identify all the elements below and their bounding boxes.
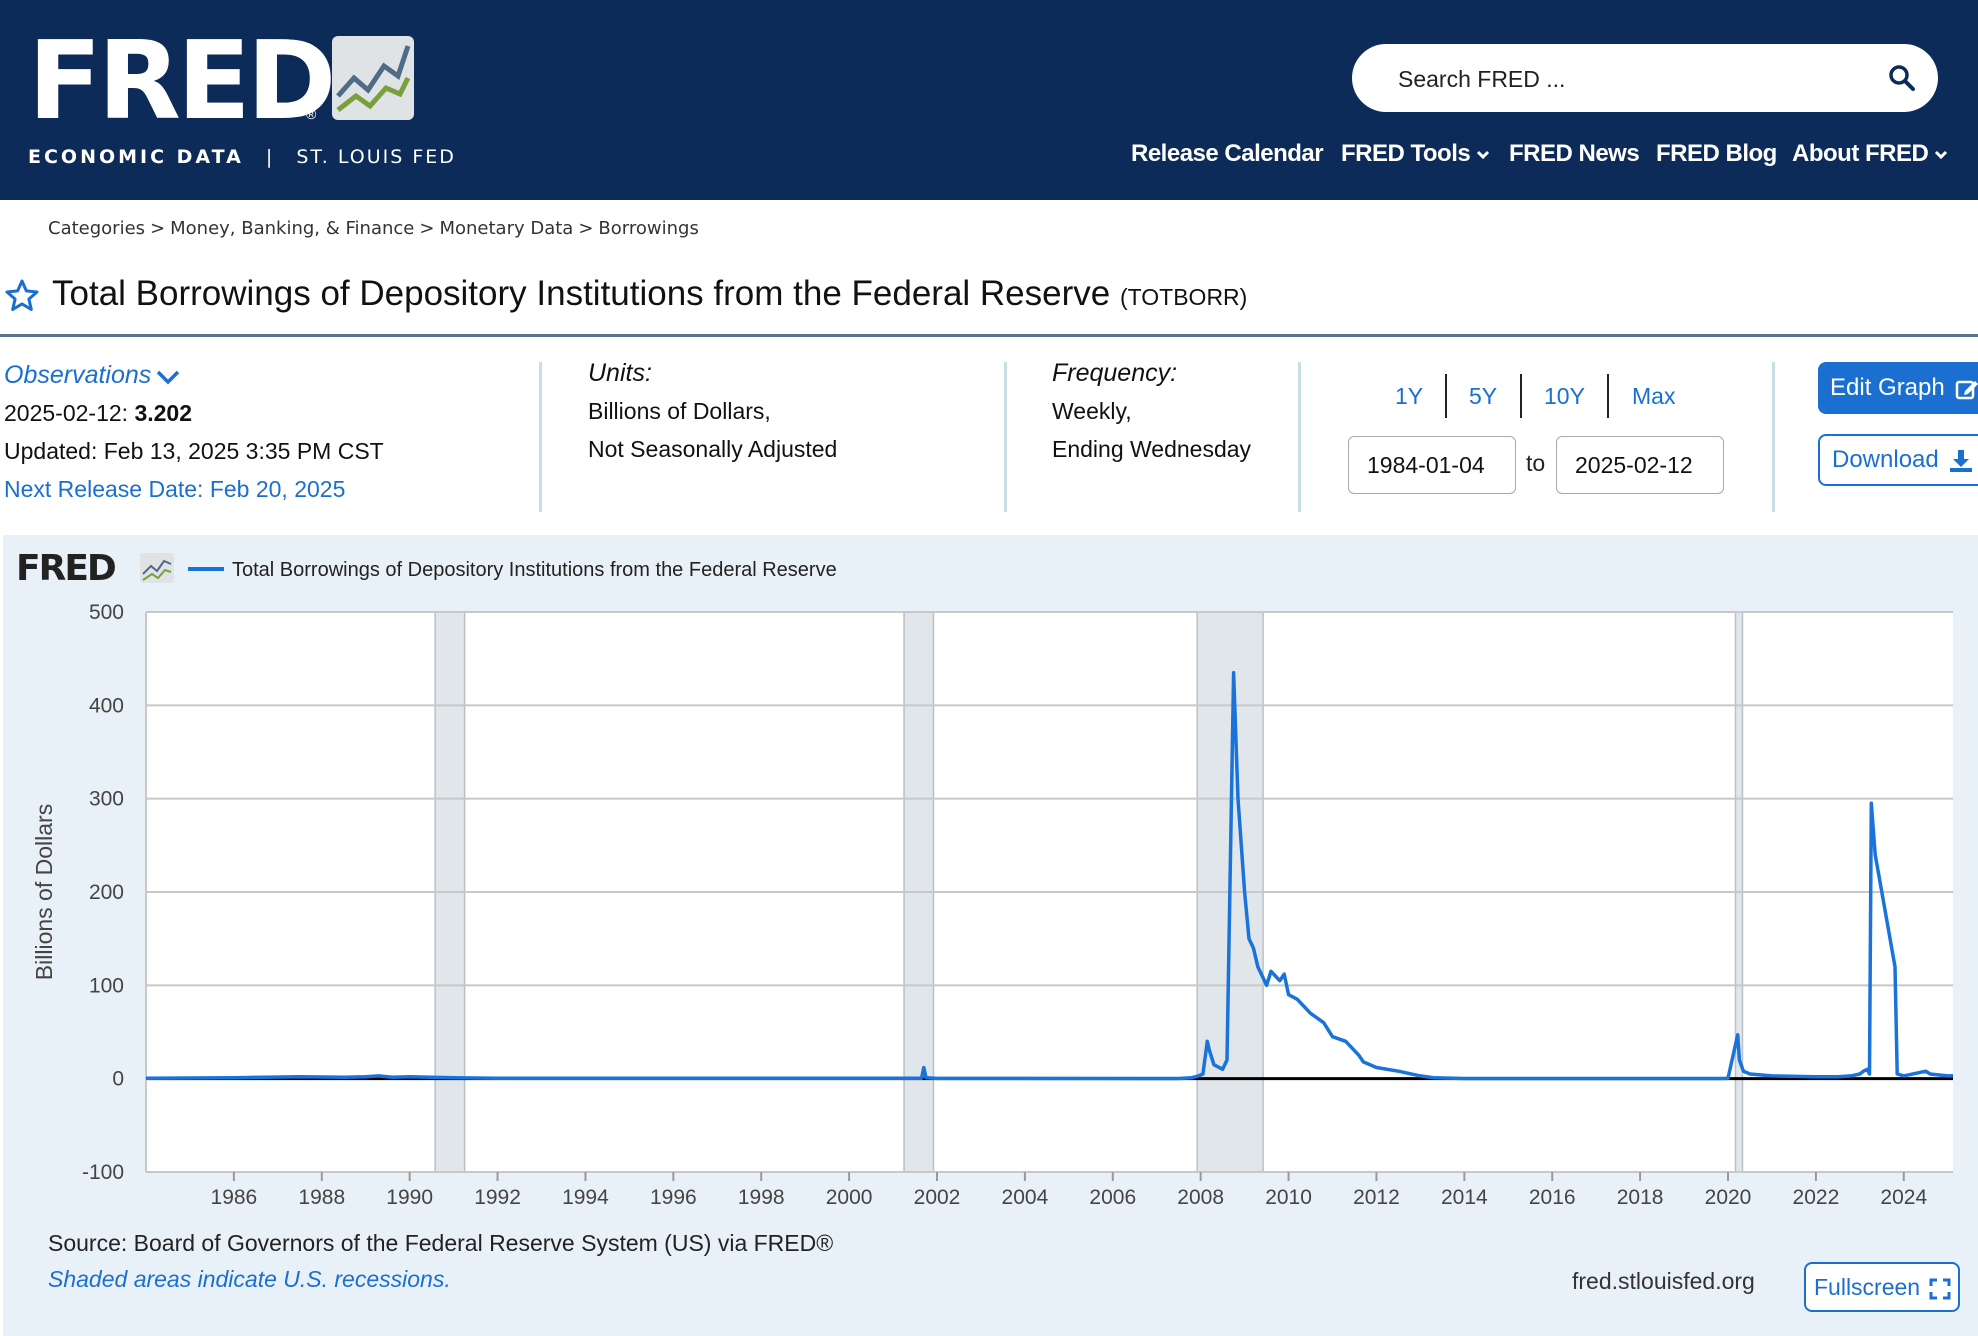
observations-label: Observations bbox=[4, 361, 152, 389]
chevron-down-icon bbox=[1477, 150, 1490, 159]
frequency-line2: Ending Wednesday bbox=[1052, 436, 1252, 462]
observations-panel: Observations 2025-02-12: 3.202 Updated: … bbox=[4, 356, 384, 508]
breadcrumb-separator: > bbox=[578, 218, 594, 239]
fullscreen-label: Fullscreen bbox=[1814, 1274, 1921, 1300]
title-divider bbox=[0, 334, 1978, 337]
fullscreen-button[interactable]: Fullscreen bbox=[1804, 1262, 1960, 1312]
favorite-star-icon[interactable] bbox=[4, 278, 40, 314]
logo-sub-divider: | bbox=[265, 146, 275, 168]
range-divider bbox=[1445, 374, 1447, 418]
nav-about-fred-label: About FRED bbox=[1792, 140, 1929, 167]
download-label: Download bbox=[1832, 446, 1939, 473]
fullscreen-icon bbox=[1929, 1278, 1950, 1300]
edit-icon bbox=[1956, 380, 1978, 399]
site-header: FRED ® ECONOMIC DATA | ST. LOUIS FED Rel… bbox=[0, 0, 1978, 200]
nav-fred-blog[interactable]: FRED Blog bbox=[1656, 140, 1777, 167]
breadcrumb-item-borrowings[interactable]: Borrowings bbox=[598, 218, 699, 239]
meta-divider bbox=[1772, 362, 1775, 512]
search-input[interactable] bbox=[1396, 58, 1860, 100]
source-note: Source: Board of Governors of the Federa… bbox=[48, 1230, 834, 1256]
logo-subtitle: ECONOMIC DATA | ST. LOUIS FED bbox=[28, 146, 456, 168]
date-to-label: to bbox=[1526, 450, 1546, 476]
chart-panel bbox=[3, 535, 1978, 1336]
latest-date: 2025-02-12: bbox=[4, 400, 129, 426]
meta-divider bbox=[1298, 362, 1301, 512]
breadcrumb-item-money-banking[interactable]: Money, Banking, & Finance bbox=[170, 218, 415, 239]
nav-release-calendar[interactable]: Release Calendar bbox=[1131, 140, 1324, 167]
range-divider bbox=[1607, 374, 1609, 418]
start-date-input[interactable] bbox=[1348, 436, 1516, 494]
page-title: Total Borrowings of Depository Instituti… bbox=[52, 274, 1247, 314]
recession-note: Shaded areas indicate U.S. recessions. bbox=[48, 1266, 451, 1292]
frequency-line1: Weekly, bbox=[1052, 398, 1132, 424]
frequency-label: Frequency: bbox=[1052, 359, 1178, 387]
units-line2: Not Seasonally Adjusted bbox=[588, 436, 838, 462]
breadcrumb: Categories > Money, Banking, & Finance > Mon… bbox=[48, 218, 699, 239]
search-box bbox=[1352, 44, 1938, 112]
breadcrumb-item-monetary-data[interactable]: Monetary Data bbox=[439, 218, 574, 239]
series-title: Total Borrowings of Depository Instituti… bbox=[52, 274, 1111, 313]
next-release-link[interactable]: Next Release Date: Feb 20, 2025 bbox=[4, 476, 346, 502]
search-icon[interactable] bbox=[1888, 64, 1916, 92]
breadcrumb-separator: > bbox=[150, 218, 166, 239]
chevron-down-icon bbox=[1935, 150, 1948, 159]
range-max-button[interactable]: Max bbox=[1632, 383, 1676, 409]
nav-fred-news[interactable]: FRED News bbox=[1509, 140, 1640, 167]
range-5y-button[interactable]: 5Y bbox=[1469, 383, 1498, 409]
latest-observation: 2025-02-12: 3.202 bbox=[4, 394, 384, 432]
download-icon bbox=[1950, 449, 1973, 472]
registered-mark: ® bbox=[306, 106, 317, 122]
site-url: fred.stlouisfed.org bbox=[1572, 1268, 1755, 1294]
chevron-down-icon bbox=[157, 370, 180, 385]
nav-fred-tools-label: FRED Tools bbox=[1341, 140, 1471, 167]
range-divider bbox=[1520, 374, 1522, 418]
latest-value: 3.202 bbox=[134, 400, 192, 426]
logo-graph-icon bbox=[332, 36, 414, 120]
end-date-input[interactable] bbox=[1556, 436, 1724, 494]
edit-graph-button[interactable]: Edit Graph bbox=[1818, 362, 1978, 414]
edit-graph-label: Edit Graph bbox=[1830, 374, 1945, 401]
units-line1: Billions of Dollars, bbox=[588, 398, 771, 424]
logo-sub-bold: ECONOMIC DATA bbox=[28, 146, 244, 168]
frequency-panel: Frequency: Weekly, Ending Wednesday bbox=[1052, 354, 1251, 468]
nav-fred-tools[interactable]: FRED Tools bbox=[1341, 140, 1490, 174]
units-panel: Units: Billions of Dollars, Not Seasonal… bbox=[588, 354, 837, 468]
meta-divider bbox=[539, 362, 542, 512]
breadcrumb-separator: > bbox=[419, 218, 435, 239]
range-1y-button[interactable]: 1Y bbox=[1395, 383, 1424, 409]
nav-about-fred[interactable]: About FRED bbox=[1792, 140, 1948, 174]
logo-sub-org: ST. LOUIS FED bbox=[296, 146, 456, 168]
updated-text: Updated: Feb 13, 2025 3:35 PM CST bbox=[4, 438, 384, 464]
download-button[interactable]: Download bbox=[1818, 434, 1978, 486]
range-10y-button[interactable]: 10Y bbox=[1544, 383, 1585, 409]
meta-divider bbox=[1004, 362, 1007, 512]
units-label: Units: bbox=[588, 359, 652, 387]
breadcrumb-item-categories[interactable]: Categories bbox=[48, 218, 146, 239]
observations-toggle[interactable]: Observations bbox=[4, 356, 384, 394]
series-code: (TOTBORR) bbox=[1119, 284, 1248, 310]
fred-logo[interactable]: FRED bbox=[28, 19, 336, 144]
